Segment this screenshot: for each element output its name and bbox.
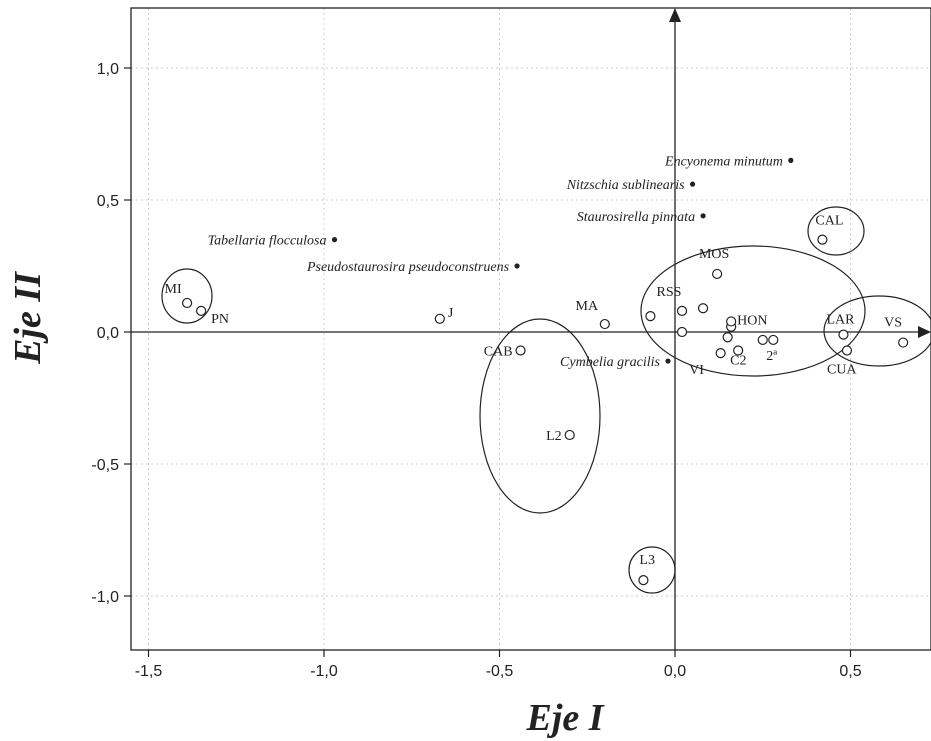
axes (131, 8, 931, 650)
site-point (712, 268, 723, 280)
x-tick-label: 0,0 (664, 663, 686, 680)
species-point (514, 263, 520, 269)
species-label: Encyonema minutum (664, 154, 783, 169)
x-tick-label: -0,5 (486, 663, 514, 680)
site-point (599, 318, 610, 330)
species-point (331, 237, 338, 243)
x-axis-title: Eje I (525, 697, 604, 739)
site-point (757, 334, 768, 346)
species-label: Tabellaria flocculosa (208, 234, 327, 249)
ticks: -1,5 -1,0 -0,5 0,0 0,5 -1,0 -0,5 0,0 0,5 1,0 (91, 61, 861, 680)
site-label: MOS (699, 247, 729, 262)
y-tick-label: 0,5 (97, 193, 119, 210)
site-label: L2 (546, 429, 562, 444)
site-label: VI (689, 363, 704, 378)
group-ellipse (161, 268, 213, 324)
site-point (715, 348, 726, 359)
site-point (697, 303, 709, 314)
x-tick-label: -1,5 (135, 663, 163, 680)
site-point (645, 311, 656, 322)
site-label: MA (576, 299, 599, 314)
site-label: CAL (815, 214, 843, 229)
site-label: PN (211, 312, 229, 327)
y-tick-label: 0,0 (97, 325, 119, 342)
site-label: LAR (826, 313, 855, 328)
y-axis-arrowhead (669, 8, 681, 22)
species-label: Nitzschia sublinearis (566, 178, 685, 193)
site-point (182, 297, 193, 309)
group-ellipse (640, 245, 866, 377)
site-point (638, 575, 649, 586)
species-point (665, 358, 671, 364)
y-axis-title: Eje II (7, 271, 49, 365)
site-point (676, 305, 688, 316)
group-ellipse (823, 295, 931, 367)
species-point (689, 181, 696, 187)
site-point (564, 429, 575, 441)
ellipses (161, 206, 931, 594)
site-label: J (448, 306, 454, 321)
site-point (733, 345, 744, 356)
x-tick-label: 0,5 (839, 663, 861, 680)
site-point (722, 332, 733, 343)
site-label: CAB (484, 344, 513, 359)
site-point (676, 326, 688, 338)
site-label: RSS (657, 285, 682, 300)
site-label: CUA (827, 362, 857, 377)
site-label: MI (165, 282, 182, 297)
site-points: MI PN J CAB L2 MA RSS MOS HON C2 2ª CAL LAR CUA VS L3 VI (165, 214, 909, 586)
site-label: L3 (639, 553, 655, 568)
plot-frame (130, 7, 931, 651)
species-point (788, 157, 794, 163)
site-point (515, 345, 526, 356)
species-label: Staurosirella pinnata (577, 210, 695, 225)
group-ellipse (807, 206, 865, 256)
grid (131, 8, 931, 650)
species-point (700, 213, 706, 219)
site-point (768, 334, 779, 346)
species-points: Encyonema minutum Nitzschia sublinearis St… (208, 154, 794, 370)
site-point (841, 345, 853, 356)
site-point (898, 337, 909, 348)
site-point (196, 305, 207, 316)
site-point (817, 234, 828, 245)
site-label: HON (737, 313, 767, 328)
y-tick-label: -0,5 (91, 457, 119, 474)
y-tick-label: 1,0 (97, 61, 119, 78)
y-tick-label: -1,0 (91, 589, 119, 606)
x-axis-arrowhead (918, 326, 931, 338)
site-label: C2 (730, 353, 746, 368)
x-tick-label: -1,0 (310, 663, 338, 680)
group-ellipse (479, 318, 601, 514)
site-point (434, 313, 445, 324)
species-label: Pseudostaurosira pseudoconstruens (306, 260, 510, 275)
site-point (726, 316, 737, 327)
site-label: 2ª (766, 349, 777, 364)
site-point (838, 329, 849, 340)
species-label: Cymbelia gracilis (560, 355, 660, 370)
site-label: VS (884, 316, 902, 331)
